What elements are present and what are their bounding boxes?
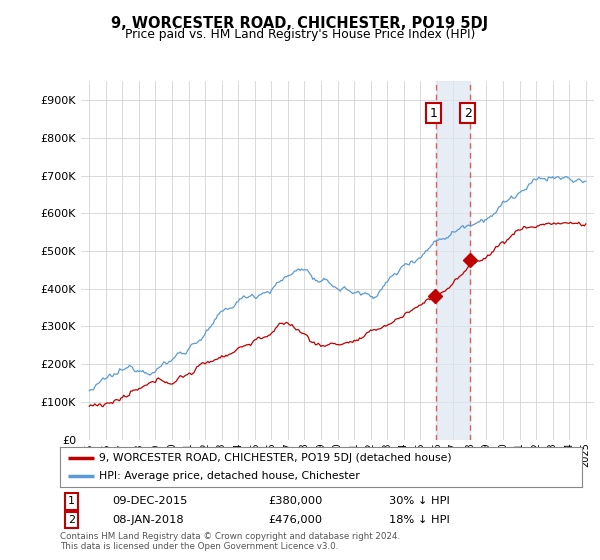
Text: 1: 1 (68, 496, 75, 506)
Text: Contains HM Land Registry data © Crown copyright and database right 2024.
This d: Contains HM Land Registry data © Crown c… (60, 532, 400, 552)
Text: 30% ↓ HPI: 30% ↓ HPI (389, 496, 450, 506)
Text: £476,000: £476,000 (269, 515, 323, 525)
Text: 18% ↓ HPI: 18% ↓ HPI (389, 515, 450, 525)
Text: 08-JAN-2018: 08-JAN-2018 (112, 515, 184, 525)
Text: 9, WORCESTER ROAD, CHICHESTER, PO19 5DJ: 9, WORCESTER ROAD, CHICHESTER, PO19 5DJ (112, 16, 488, 31)
Text: 9, WORCESTER ROAD, CHICHESTER, PO19 5DJ (detached house): 9, WORCESTER ROAD, CHICHESTER, PO19 5DJ … (99, 453, 452, 463)
Text: 2: 2 (68, 515, 75, 525)
Text: Price paid vs. HM Land Registry's House Price Index (HPI): Price paid vs. HM Land Registry's House … (125, 28, 475, 41)
Text: £380,000: £380,000 (269, 496, 323, 506)
Text: 09-DEC-2015: 09-DEC-2015 (112, 496, 188, 506)
Text: HPI: Average price, detached house, Chichester: HPI: Average price, detached house, Chic… (99, 472, 360, 481)
Bar (436, 81, 470, 440)
Text: 1: 1 (430, 107, 437, 120)
Text: 2: 2 (464, 107, 472, 120)
